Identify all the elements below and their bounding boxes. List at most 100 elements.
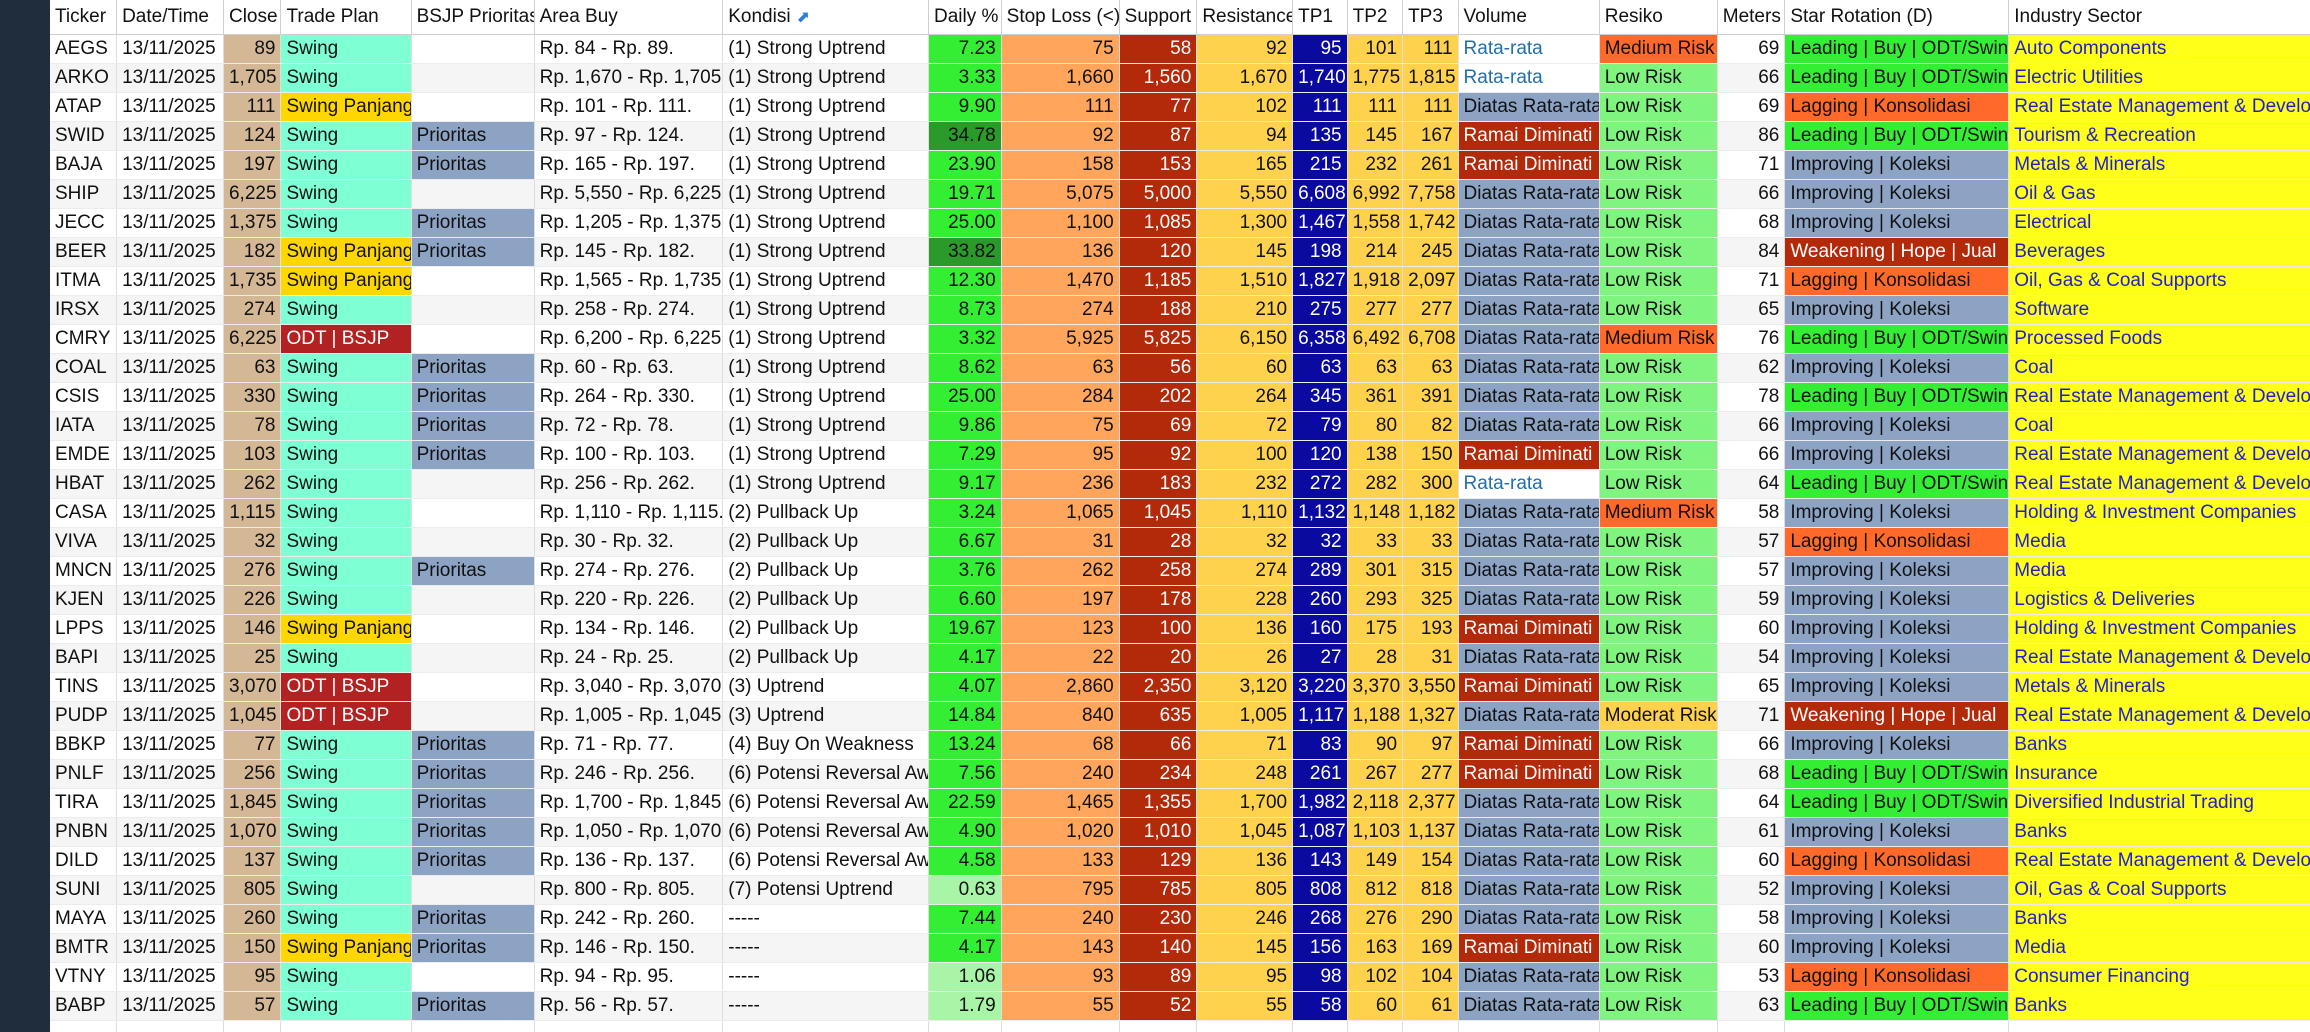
cell-support[interactable]: 52 (1119, 991, 1198, 1021)
cell-tp3[interactable]: 261 (1402, 150, 1459, 180)
cell-area[interactable]: Rp. 97 - Rp. 124. (534, 121, 724, 151)
cell-volume[interactable]: Ramai Diminati (1458, 150, 1600, 180)
cell-support[interactable]: 153 (1119, 150, 1198, 180)
cell-resist[interactable]: 92 (1196, 34, 1294, 64)
cell-date[interactable]: 13/11/2025 (116, 179, 224, 209)
cell-volume[interactable]: Diatas Rata-rata (1458, 411, 1600, 441)
cell-tp1[interactable]: 32 (1292, 527, 1348, 557)
cell-sector[interactable]: Oil & Gas (2008, 179, 2310, 209)
cell-star[interactable]: Improving | Koleksi (1784, 643, 2010, 673)
cell-date[interactable]: 13/11/2025 (116, 92, 224, 122)
cell-sector[interactable]: Banks (2008, 817, 2310, 847)
cell-star[interactable]: Leading | Buy | ODT/Swing (1784, 382, 2010, 412)
cell-tp3[interactable]: 104 (1402, 962, 1459, 992)
cell-bsjp[interactable]: Prioritas (411, 817, 535, 847)
cell-meters[interactable]: 57 (1717, 556, 1786, 586)
cell-sector[interactable]: Tourism & Recreation (2008, 121, 2310, 151)
table-row[interactable]: BABP 13/11/2025 57 Swing Prioritas Rp. 56 - R… (50, 991, 2310, 1021)
cell-area[interactable]: Rp. 274 - Rp. 276. (534, 556, 724, 586)
table-row[interactable]: ITMA 13/11/2025 1,735 Swing Panjang Rp. 1,56… (50, 266, 2310, 296)
cell-plan[interactable]: Swing Panjang (280, 933, 412, 963)
cell-tp3[interactable]: 325 (1402, 585, 1459, 615)
cell-sector[interactable]: Software (2008, 295, 2310, 325)
cell-close[interactable]: 137 (223, 846, 282, 876)
cell-date[interactable]: 13/11/2025 (116, 962, 224, 992)
cell-daily[interactable]: 34.78 (928, 121, 1002, 151)
column-header-ticker[interactable]: Ticker (50, 0, 118, 35)
table-row[interactable]: CSIS 13/11/2025 330 Swing Prioritas Rp. 264 -… (50, 382, 2310, 412)
cell-sector[interactable]: Real Estate Management & Development (2008, 382, 2310, 412)
cell-daily[interactable]: 4.58 (928, 846, 1002, 876)
cell-close[interactable]: 146 (223, 614, 282, 644)
cell-resiko[interactable]: Medium Risk (1599, 498, 1718, 528)
cell-support[interactable]: 120 (1119, 237, 1198, 267)
cell-date[interactable]: 13/11/2025 (116, 440, 224, 470)
cell-close[interactable]: 57 (223, 991, 282, 1021)
cell-sector[interactable]: Diversified Industrial Trading (2008, 788, 2310, 818)
cell-support[interactable]: 230 (1119, 904, 1198, 934)
cell-tp1[interactable]: 1,467 (1292, 208, 1348, 238)
cell-close[interactable]: 262 (223, 469, 282, 499)
table-row[interactable]: PNBN 13/11/2025 1,070 Swing Prioritas Rp. 1,0… (50, 817, 2310, 847)
cell-resist[interactable]: 145 (1196, 237, 1294, 267)
cell-resiko[interactable]: Low Risk (1599, 382, 1718, 412)
cell-close[interactable]: 111 (223, 92, 282, 122)
cell-tp3[interactable]: 63 (1402, 353, 1459, 383)
cell-resist[interactable]: 71 (1196, 730, 1294, 760)
cell-close[interactable]: 226 (223, 585, 282, 615)
cell-tp3[interactable]: 31 (1402, 643, 1459, 673)
cell-meters[interactable]: 58 (1717, 904, 1786, 934)
cell-date[interactable]: 13/11/2025 (116, 846, 224, 876)
cell-meters[interactable]: 65 (1717, 295, 1786, 325)
cell-support[interactable]: 202 (1119, 382, 1198, 412)
cell-bsjp[interactable] (411, 585, 535, 615)
cell-bsjp[interactable] (411, 92, 535, 122)
cell-volume[interactable]: Diatas Rata-rata (1458, 701, 1600, 731)
cell-tp3[interactable]: 33 (1402, 527, 1459, 557)
cell-area[interactable]: Rp. 264 - Rp. 330. (534, 382, 724, 412)
cell-tp1[interactable]: 345 (1292, 382, 1348, 412)
cell-date[interactable]: 13/11/2025 (116, 643, 224, 673)
cell-volume[interactable]: Diatas Rata-rata (1458, 382, 1600, 412)
cell-ticker[interactable]: AEGS (50, 34, 118, 64)
cell-meters[interactable]: 63 (1717, 991, 1786, 1021)
cell-volume[interactable]: Rata-rata (1458, 63, 1600, 93)
cell-tp1[interactable]: 289 (1292, 556, 1348, 586)
cell-area[interactable]: Rp. 1,205 - Rp. 1,375. (534, 208, 724, 238)
cell-volume[interactable]: Diatas Rata-rata (1458, 904, 1600, 934)
cell-volume[interactable]: Ramai Diminati (1458, 730, 1600, 760)
cell-bsjp[interactable]: Prioritas (411, 121, 535, 151)
cell-sector[interactable]: Electric Utilities (2008, 63, 2310, 93)
cell-volume[interactable]: Diatas Rata-rata (1458, 643, 1600, 673)
cell-tp2[interactable]: 1,188 (1347, 701, 1404, 731)
cell-date[interactable]: 13/11/2025 (116, 759, 224, 789)
cell-resist[interactable]: 165 (1196, 150, 1294, 180)
cell-kondisi[interactable]: (1) Strong Uptrend (722, 382, 930, 412)
cell-resiko[interactable]: Moderat Risk (1599, 701, 1718, 731)
cell-ticker[interactable]: PNBN (50, 817, 118, 847)
cell-sl[interactable]: 111 (1001, 92, 1120, 122)
cell-tp3[interactable]: 154 (1402, 846, 1459, 876)
cell-meters[interactable]: 69 (1717, 92, 1786, 122)
cell-resiko[interactable]: Low Risk (1599, 527, 1718, 557)
cell-plan[interactable]: Swing (280, 527, 412, 557)
table-row[interactable]: SWID 13/11/2025 124 Swing Prioritas Rp. 97 - … (50, 121, 2310, 151)
cell-tp3[interactable]: 818 (1402, 875, 1459, 905)
cell-support[interactable]: 183 (1119, 469, 1198, 499)
cell-tp2[interactable]: 175 (1347, 614, 1404, 644)
cell-bsjp[interactable] (411, 63, 535, 93)
cell-kondisi[interactable]: (2) Pullback Up (722, 585, 930, 615)
cell-ticker[interactable]: VTNY (50, 962, 118, 992)
cell-ticker[interactable]: TINS (50, 672, 118, 702)
cell-kondisi[interactable]: (1) Strong Uptrend (722, 34, 930, 64)
cell-plan[interactable]: Swing (280, 121, 412, 151)
cell-ticker[interactable]: BABP (50, 991, 118, 1021)
cell-plan[interactable]: Swing (280, 730, 412, 760)
cell-kondisi[interactable]: (6) Potensi Reversal Awal (722, 846, 930, 876)
cell-volume[interactable]: Diatas Rata-rata (1458, 585, 1600, 615)
cell-sl[interactable]: 236 (1001, 469, 1120, 499)
cell-sector[interactable]: Media (2008, 933, 2310, 963)
cell-sector[interactable]: Real Estate Management & Development (2008, 701, 2310, 731)
cell-area[interactable]: Rp. 800 - Rp. 805. (534, 875, 724, 905)
cell-resiko[interactable]: Low Risk (1599, 295, 1718, 325)
